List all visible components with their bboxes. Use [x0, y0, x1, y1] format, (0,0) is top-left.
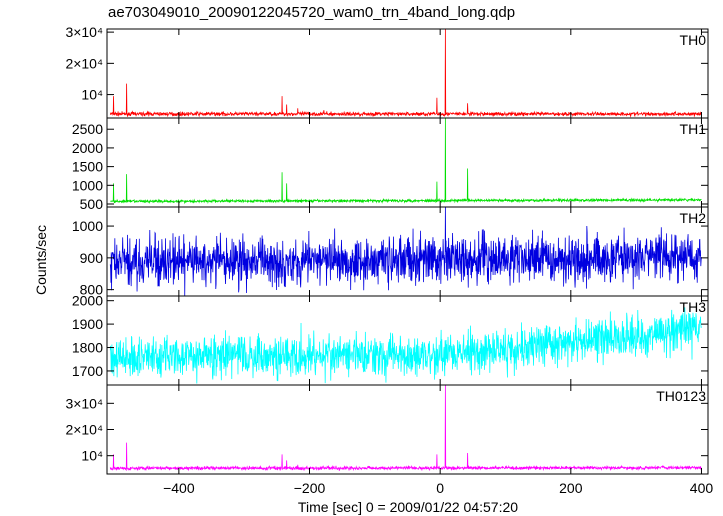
panel-frame [106, 117, 709, 208]
panel-th3: 1700 1800 1900 2000 TH3 [72, 293, 709, 386]
chart-title: ae703049010_20090122045720_wam0_trn_4ban… [108, 4, 515, 21]
panel-frame [106, 384, 709, 475]
y-tick-label: 2000 [72, 293, 103, 309]
panel-label: TH3 [680, 299, 707, 315]
panel-th1: 500 1000 1500 2000 2500 TH1 [72, 117, 709, 212]
y-tick-label: 500 [80, 196, 104, 212]
y-tick-label: 1700 [72, 363, 103, 379]
y-tick-label: 2000 [72, 140, 103, 156]
y-tick-label: 1800 [72, 340, 103, 356]
panel-th0: 10⁴ 2×10⁴ 3×10⁴ TH0 [65, 24, 709, 119]
y-tick-label: 2×10⁴ [65, 422, 103, 438]
panel-label: TH0 [680, 32, 707, 48]
x-tick-label: 0 [436, 480, 444, 496]
y-tick-label: 3×10⁴ [65, 395, 103, 411]
y-tick-label: 10⁴ [81, 448, 103, 464]
series-line-th0123 [109, 384, 702, 472]
panel-label: TH0123 [656, 388, 706, 404]
panel-th0123: 10⁴ 2×10⁴ 3×10⁴ TH0123 [65, 384, 709, 475]
x-tick-label: −400 [163, 480, 195, 496]
y-axis-label: Counts/sec [33, 225, 49, 295]
x-tick-label: 400 [690, 480, 714, 496]
x-axis-label: Time [sec] 0 = 2009/01/22 04:57:20 [298, 499, 518, 515]
x-tick-label: −200 [294, 480, 326, 496]
y-tick-label: 1500 [72, 159, 103, 175]
panel-frame [106, 28, 709, 119]
y-tick-label: 1000 [72, 218, 103, 234]
x-tick-label: 200 [559, 480, 583, 496]
panel-label: TH1 [680, 121, 707, 137]
y-tick-label: 3×10⁴ [65, 24, 103, 40]
y-tick-label: 2500 [72, 121, 103, 137]
y-tick-label: 1900 [72, 316, 103, 332]
y-tick-label: 800 [80, 282, 104, 298]
series-line-th1 [110, 117, 702, 205]
series-line-th0 [109, 28, 702, 118]
y-tick-label: 1000 [72, 177, 103, 193]
panel-label: TH2 [680, 210, 707, 226]
panel-th2: 800 900 1000 TH2 [72, 206, 709, 298]
y-tick-label: 900 [80, 250, 104, 266]
series-line-th3 [109, 307, 702, 384]
y-tick-label: 10⁴ [81, 87, 103, 103]
series-line-th2 [109, 206, 702, 297]
y-tick-label: 2×10⁴ [65, 55, 103, 71]
